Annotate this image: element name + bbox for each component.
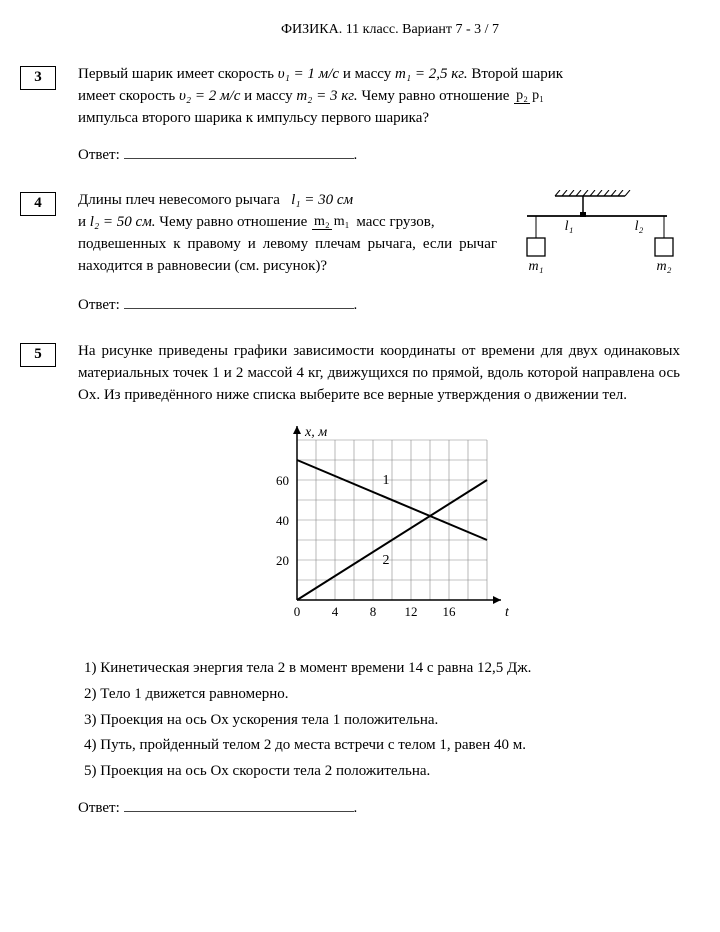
answer-label: Ответ:: [78, 297, 124, 313]
problem-text: Первый шарик имеет скорость υ₁ = 1 м/с и…: [78, 64, 680, 129]
problem-4: 4 Длины плеч невесомого рычага l₁ = 30 с…: [20, 190, 680, 317]
answer-label: Ответ:: [78, 147, 124, 163]
options-list: 1) Кинетическая энергия тела 2 в момент …: [78, 658, 680, 783]
option-1: 1) Кинетическая энергия тела 2 в момент …: [84, 658, 680, 680]
option-4: 4) Путь, пройденный телом 2 до места вст…: [84, 735, 680, 757]
position-time-chart: 0481216204060x, мt, с12: [249, 420, 509, 640]
svg-text:20: 20: [276, 553, 289, 568]
svg-text:l₂: l₂: [635, 219, 644, 234]
answer-row: Ответ: .: [78, 294, 680, 317]
svg-text:0: 0: [294, 604, 301, 619]
option-2: 2) Тело 1 движется равномерно.: [84, 684, 680, 706]
svg-text:2: 2: [383, 553, 390, 568]
answer-blank[interactable]: [124, 144, 354, 159]
svg-text:16: 16: [443, 604, 457, 619]
problem-number: 3: [20, 66, 56, 90]
fraction-m2-m1: m₂m₁: [312, 215, 352, 230]
svg-text:12: 12: [405, 604, 418, 619]
svg-text:t, с: t, с: [505, 605, 509, 620]
answer-blank[interactable]: [124, 294, 354, 309]
answer-label: Ответ:: [78, 800, 124, 816]
problem-number: 5: [20, 343, 56, 367]
svg-text:60: 60: [276, 473, 289, 488]
svg-text:8: 8: [370, 604, 377, 619]
lever-diagram: m₁ m₂ l₁ l₂: [515, 190, 680, 280]
problem-text: Длины плеч невесомого рычага l₁ = 30 см …: [78, 190, 497, 280]
answer-row: Ответ: .: [78, 797, 680, 820]
answer-row: Ответ: .: [78, 144, 680, 167]
option-3: 3) Проекция на ось Ox ускорения тела 1 п…: [84, 710, 680, 732]
svg-text:m₁: m₁: [529, 259, 544, 274]
svg-text:1: 1: [383, 473, 390, 488]
fraction-p2-p1: p₂p₁: [514, 89, 546, 104]
problem-text: На рисунке приведены графики зависимости…: [78, 341, 680, 406]
svg-text:m₂: m₂: [657, 259, 672, 274]
svg-text:40: 40: [276, 513, 289, 528]
page-header: ФИЗИКА. 11 класс. Вариант 7 - 3 / 7: [20, 20, 680, 40]
answer-blank[interactable]: [124, 797, 354, 812]
option-5: 5) Проекция на ось Ox скорости тела 2 по…: [84, 761, 680, 783]
svg-text:l₁: l₁: [565, 219, 574, 234]
svg-text:4: 4: [332, 604, 339, 619]
svg-text:x, м: x, м: [304, 425, 327, 440]
problem-3: 3 Первый шарик имеет скорость υ₁ = 1 м/с…: [20, 64, 680, 166]
problem-number: 4: [20, 192, 56, 216]
problem-5: 5 На рисунке приведены графики зависимос…: [20, 341, 680, 820]
